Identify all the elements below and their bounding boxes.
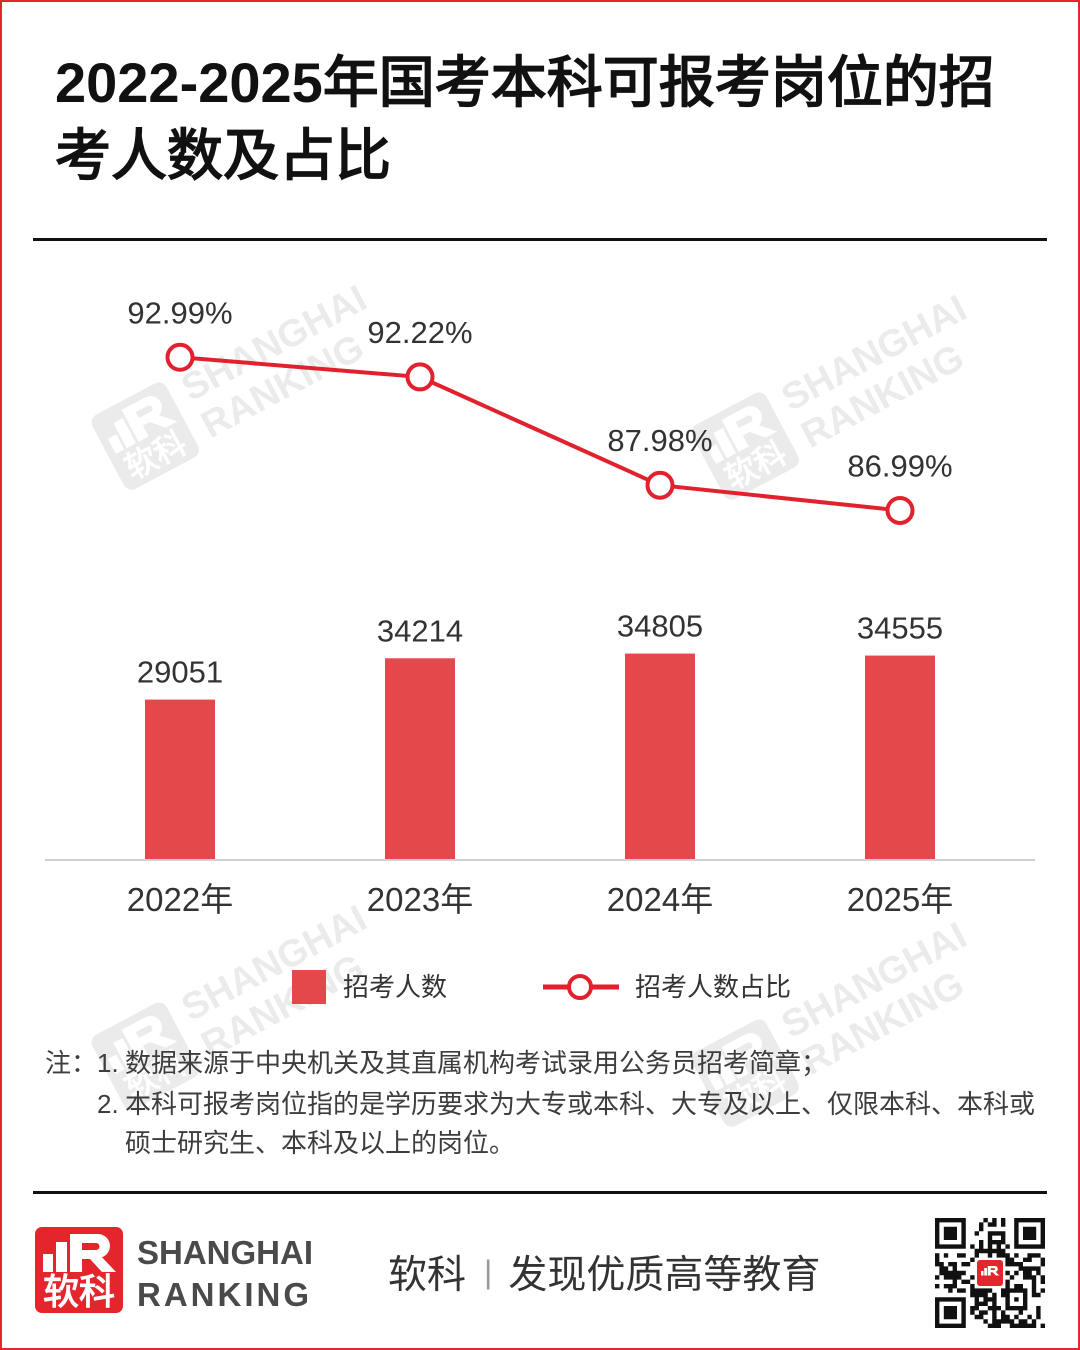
logo-english-line-2: RANKING [137,1276,312,1313]
qr-code [935,1218,1045,1328]
line-value-unit-4: % [925,448,953,483]
note-text: 本科可报考岗位指的是学历要求为大专或本科、大专及以上、仅限本科、本科或硕士研究生… [125,1089,1036,1158]
footnotes: 注： 1. 数据来源于中央机关及其直属机构考试录用公务员招考简章； 2. 本科可… [45,1044,1040,1174]
legend-label-bar: 招考人数 [343,972,448,1002]
line-value-1: 92.99 [127,295,205,330]
note-item-1: 1. 数据来源于中央机关及其直属机构考试录用公务员招考简章； [97,1044,1040,1083]
page-title: 2022-2025年国考本科可报考岗位的招考人数及占比 [55,51,995,187]
line-point-4 [885,495,915,525]
x-tick-label-4: 2025年 [847,881,953,918]
bar-value-label-1: 29051 [137,655,223,690]
line-value-label-3: 87.98% [607,423,712,458]
bar-1 [145,699,215,860]
footer-slogan: 软科 | 发现优质高等教育 [388,1249,820,1298]
note-number: 1. [97,1048,119,1078]
x-tick-label-1: 2022年 [127,881,233,918]
x-tick-label-3: 2024年 [607,881,713,918]
legend-item-line: 招考人数占比 [543,970,791,1004]
logo-chinese-text: 软科 [42,1271,115,1312]
legend-item-bar: 招考人数 [292,970,447,1004]
logo-mark-icon [35,1230,123,1274]
qr-modules [935,1218,1045,1328]
line-point-3 [645,470,675,500]
note-item-2: 2. 本科可报考岗位指的是学历要求为大专或本科、大专及以上、仅限本科、本科或硕士… [97,1085,1040,1163]
shanghai-ranking-logo: 软科 [35,1227,123,1313]
line-point-2 [405,362,435,392]
footer-slogan-text: 发现优质高等教育 [508,1254,821,1297]
header-divider [33,238,1047,241]
legend-label-line: 招考人数占比 [635,972,792,1002]
legend-bar-swatch [292,970,326,1004]
line-value-label-2: 92.22% [367,315,472,350]
notes-prefix: 注： [45,1048,98,1078]
note-text: 数据来源于中央机关及其直属机构考试录用公务员招考简章； [125,1048,828,1078]
legend-line-swatch [543,974,619,1000]
bar-value-label-2: 34214 [377,613,463,648]
line-value-unit-1: % [205,295,233,330]
bar-3 [625,653,695,860]
line-value-unit-3: % [685,423,713,458]
footer-brand: 软科 [388,1254,467,1297]
line-value-4: 86.99 [847,448,925,483]
series-line [179,355,901,513]
line-value-label-4: 86.99% [847,448,952,483]
line-value-unit-2: % [445,315,473,350]
footer-divider [33,1191,1047,1194]
footer-separator: | [484,1253,493,1290]
bar-value-label-4: 34555 [857,611,943,646]
bar-value-label-3: 34805 [617,609,703,644]
line-value-label-1: 92.99% [127,295,232,330]
line-value-3: 87.98 [607,423,685,458]
line-value-2: 92.22 [367,315,445,350]
line-point-1 [165,342,195,372]
bar-2 [385,658,455,860]
bar-4 [865,655,935,860]
logo-english-text: SHANGHAI RANKING [137,1232,313,1316]
logo-english-line-1: SHANGHAI [137,1234,314,1271]
note-number: 2. [97,1089,119,1119]
x-tick-label-2: 2023年 [367,881,473,918]
bar-line-combo-chart: 2022年 2023年 2024年 2025年 29051 34214 34805 34555… [45,295,1035,918]
